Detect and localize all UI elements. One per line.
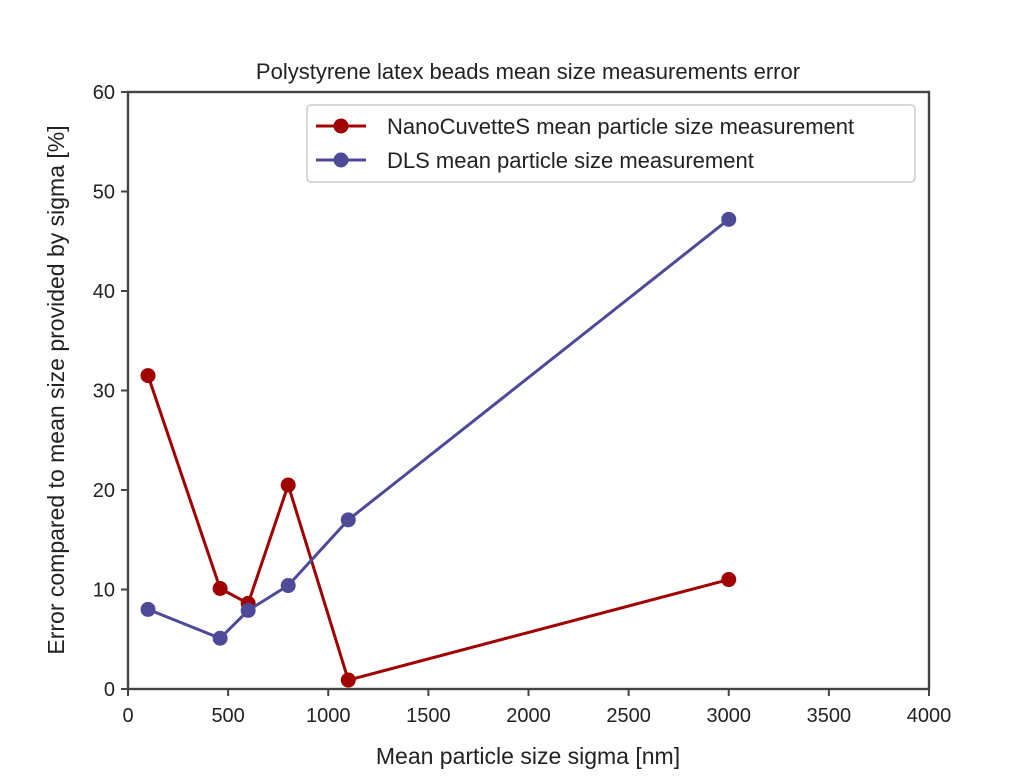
legend: NanoCuvetteS mean particle size measurem… — [306, 104, 916, 183]
data-point — [212, 581, 228, 597]
x-tick-label: 1500 — [406, 705, 451, 727]
data-point — [280, 477, 296, 493]
x-axis: 0 500 1000 1500 2000 2500 3000 3500 4000 — [122, 689, 951, 727]
legend-marker — [333, 118, 349, 134]
legend-box — [306, 104, 916, 183]
data-point — [340, 512, 356, 528]
legend-label: NanoCuvetteS mean particle size measurem… — [387, 114, 854, 139]
data-point — [340, 672, 356, 688]
plot-series — [140, 211, 737, 688]
data-point — [140, 601, 156, 617]
series-2 — [140, 211, 737, 646]
y-tick-label: 50 — [93, 182, 115, 204]
x-tick-label: 1000 — [306, 705, 351, 727]
series-line — [146, 375, 730, 682]
data-point — [212, 630, 228, 646]
y-axis: 0 10 20 30 40 50 60 — [93, 82, 128, 701]
data-point — [721, 572, 737, 588]
x-tick-label: 3500 — [807, 705, 852, 727]
plot-frame — [126, 90, 931, 691]
data-point — [240, 602, 256, 618]
x-tick-label: 500 — [211, 705, 244, 727]
x-tick-label: 4000 — [907, 705, 952, 727]
x-axis-label: Mean particle size sigma [nm] — [376, 743, 680, 769]
y-tick-label: 60 — [93, 82, 115, 104]
x-tick-label: 3000 — [707, 705, 752, 727]
y-tick-label: 20 — [93, 480, 115, 502]
x-tick-label: 2000 — [506, 705, 551, 727]
y-tick-label: 40 — [93, 281, 115, 303]
data-point — [140, 368, 156, 384]
x-tick-label: 0 — [122, 705, 133, 727]
data-point — [280, 578, 296, 594]
legend-marker — [333, 152, 349, 168]
chart-title: Polystyrene latex beads mean size measur… — [256, 59, 800, 84]
series-1 — [140, 368, 737, 688]
x-tick-label: 2500 — [606, 705, 651, 727]
y-axis-label: Error compared to mean size provided by … — [43, 125, 69, 654]
y-tick-label: 10 — [93, 580, 115, 602]
series-line — [147, 218, 730, 641]
y-tick-label: 0 — [104, 679, 115, 701]
legend-label: DLS mean particle size measurement — [387, 148, 754, 173]
data-point — [721, 211, 737, 227]
y-tick-label: 30 — [93, 381, 115, 403]
